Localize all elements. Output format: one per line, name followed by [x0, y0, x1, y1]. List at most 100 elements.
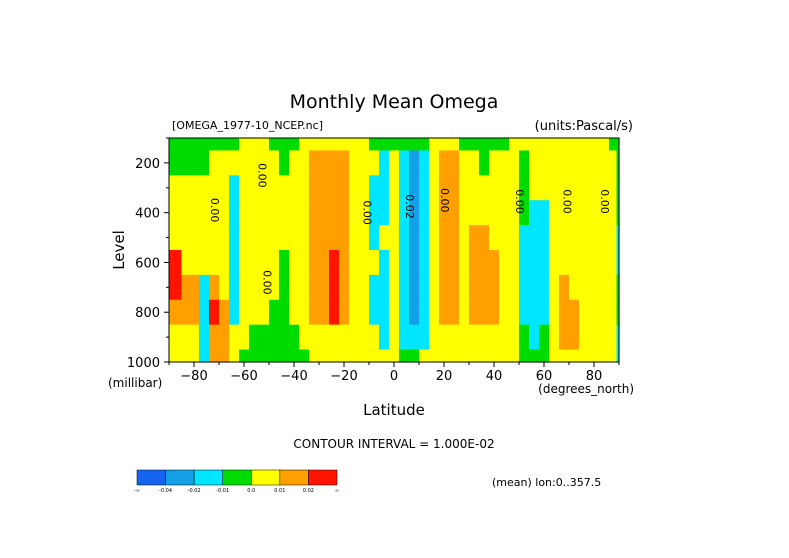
field-cell [259, 225, 270, 251]
field-cell [379, 299, 390, 326]
field-cell [379, 225, 390, 251]
field-cell [269, 138, 280, 152]
field-cell [229, 349, 240, 363]
field-cell [359, 200, 370, 226]
field-cell [369, 138, 380, 152]
field-cell [339, 225, 350, 251]
field-cell [289, 250, 300, 276]
field-cell [279, 175, 290, 201]
field-cell [449, 150, 460, 176]
field-cell [616, 150, 620, 176]
field-cell [609, 324, 618, 351]
field-cell [339, 150, 350, 176]
field-cell [479, 349, 490, 363]
field-cell [419, 324, 430, 351]
field-cell [369, 175, 380, 201]
field-cell [329, 324, 340, 351]
field-cell [599, 150, 610, 176]
field-cell [549, 200, 560, 226]
field-cell [259, 138, 270, 152]
field-cell [429, 138, 440, 152]
field-cell [539, 225, 550, 251]
field-cell [239, 274, 250, 301]
field-cell [379, 324, 390, 351]
field-cell [369, 274, 380, 301]
field-cell [181, 250, 200, 276]
field-cell [209, 175, 220, 201]
field-cell [299, 324, 310, 351]
field-cell [579, 138, 590, 152]
field-cell [499, 150, 510, 176]
field-cell [299, 250, 310, 276]
field-cell [459, 274, 470, 301]
field-cell [469, 274, 480, 301]
field-cell [259, 150, 270, 176]
field-cell [559, 274, 570, 301]
field-cell [209, 225, 220, 251]
field-cell [469, 138, 480, 152]
field-cell [289, 324, 300, 351]
field-cell [309, 299, 320, 326]
field-cell [239, 299, 250, 326]
field-cell [529, 200, 540, 226]
field-cell [229, 138, 240, 152]
x-tick-label: −20 [330, 369, 357, 384]
field-cell [529, 250, 540, 276]
field-cell [569, 299, 580, 326]
field-cell [589, 324, 600, 351]
field-cell [499, 274, 510, 301]
field-cell [209, 324, 220, 351]
field-cell [616, 138, 620, 152]
field-cell [559, 225, 570, 251]
field-cell [209, 200, 220, 226]
x-tick-label: −40 [280, 369, 307, 384]
field-cell [319, 200, 330, 226]
field-cell [279, 250, 290, 276]
field-cell [369, 225, 380, 251]
field-cell [439, 324, 450, 351]
field-cell [399, 175, 410, 201]
field-cell [569, 250, 580, 276]
field-cell [449, 225, 460, 251]
field-cell [279, 225, 290, 251]
field-cell [429, 299, 440, 326]
contour-label: 0.00 [561, 189, 574, 214]
field-cell [419, 200, 430, 226]
field-cell [309, 200, 320, 226]
field-cell [439, 138, 450, 152]
field-cell [369, 150, 380, 176]
field-cell [259, 250, 270, 276]
field-cell [169, 299, 183, 326]
field-cell [479, 250, 490, 276]
field-cell [449, 349, 460, 363]
field-cell [319, 138, 330, 152]
field-cell [399, 324, 410, 351]
field-cell [449, 324, 460, 351]
field-cell [499, 349, 510, 363]
field-cell [489, 200, 500, 226]
field-cell [229, 274, 240, 301]
field-cell [419, 250, 430, 276]
field-cell [279, 200, 290, 226]
contour-label: 0.00 [513, 189, 526, 214]
field-cell [549, 274, 560, 301]
field-cell [319, 225, 330, 251]
field-cell [579, 324, 590, 351]
field-cell [459, 299, 470, 326]
field-cell [229, 200, 240, 226]
field-cell [439, 250, 450, 276]
field-cell [409, 138, 420, 152]
field-cell [559, 200, 570, 226]
field-cell [169, 175, 183, 201]
field-cell [616, 299, 620, 326]
field-cell [329, 299, 340, 326]
field-cell [616, 225, 620, 251]
field-cell [579, 349, 590, 363]
field-cell [616, 324, 620, 351]
field-cell [429, 225, 440, 251]
legend-swatch [165, 469, 195, 486]
field-cell [439, 175, 450, 201]
field-cell [209, 349, 220, 363]
field-cell [499, 324, 510, 351]
field-cell [609, 349, 618, 363]
